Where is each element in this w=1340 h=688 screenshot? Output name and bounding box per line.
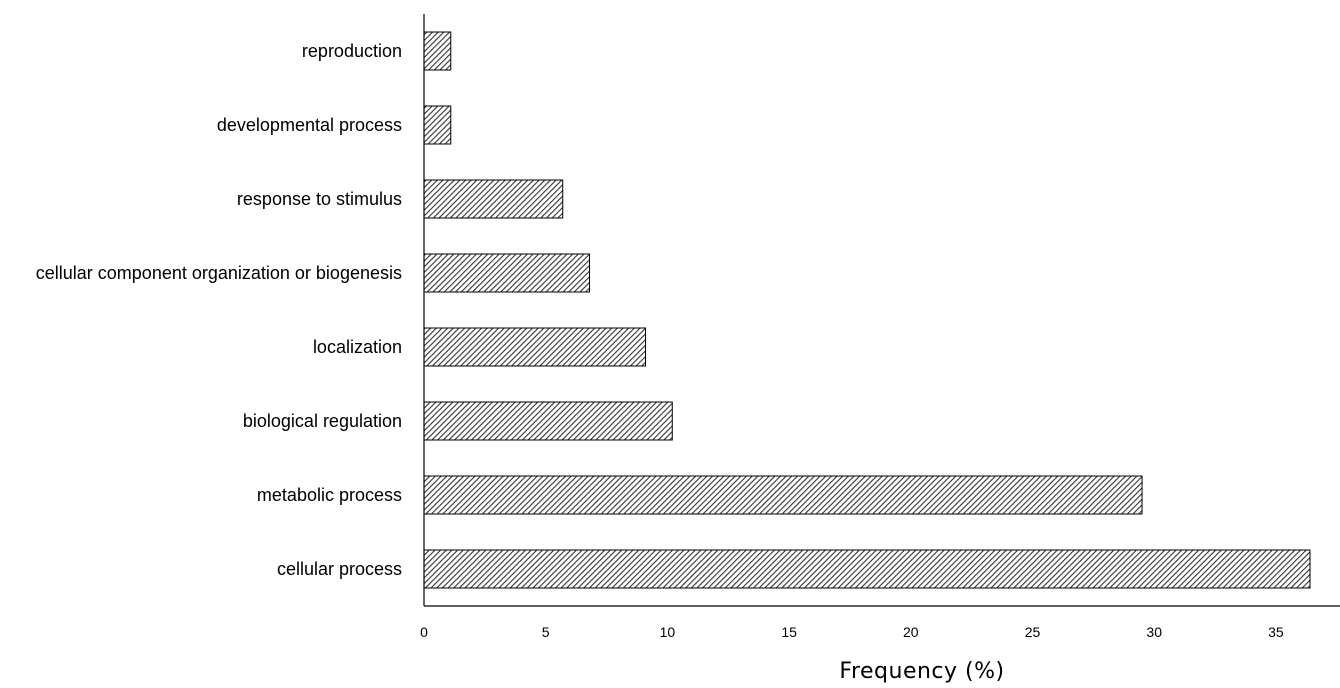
x-tick-label-15: 15 <box>781 624 797 640</box>
bar-developmental-process <box>423 105 452 145</box>
bar-cellular-component-organization-or-biogenesis <box>423 253 591 293</box>
x-tick-label-30: 30 <box>1146 624 1162 640</box>
x-tick-label-25: 25 <box>1025 624 1041 640</box>
bar-cellular-process <box>423 549 1311 589</box>
bar-metabolic-process <box>423 475 1143 515</box>
category-label-response-to-stimulus: response to stimulus <box>237 189 402 209</box>
x-tick-label-20: 20 <box>903 624 919 640</box>
bars-layer <box>423 31 1311 589</box>
category-label-biological-regulation: biological regulation <box>243 411 402 431</box>
bar-localization <box>423 327 646 367</box>
x-tick-labels: 0 5 10 15 20 25 30 35 <box>420 624 1284 640</box>
bar-reproduction <box>423 31 452 71</box>
bar-biological-regulation <box>423 401 673 441</box>
x-tick-label-0: 0 <box>420 624 428 640</box>
x-tick-label-35: 35 <box>1268 624 1284 640</box>
x-tick-label-5: 5 <box>542 624 550 640</box>
category-label-metabolic-process: metabolic process <box>257 485 402 505</box>
category-label-cellular-component-organization-or-biogenesis: cellular component organization or bioge… <box>36 263 402 283</box>
category-labels: reproduction developmental process respons… <box>36 41 402 579</box>
bar-response-to-stimulus <box>423 179 564 219</box>
x-tick-label-10: 10 <box>660 624 676 640</box>
axes <box>423 14 1340 607</box>
category-label-reproduction: reproduction <box>302 41 402 61</box>
category-label-cellular-process: cellular process <box>277 559 402 579</box>
category-label-developmental-process: developmental process <box>217 115 402 135</box>
x-axis-title: Frequency (%) <box>839 659 1004 683</box>
category-label-localization: localization <box>313 337 402 357</box>
